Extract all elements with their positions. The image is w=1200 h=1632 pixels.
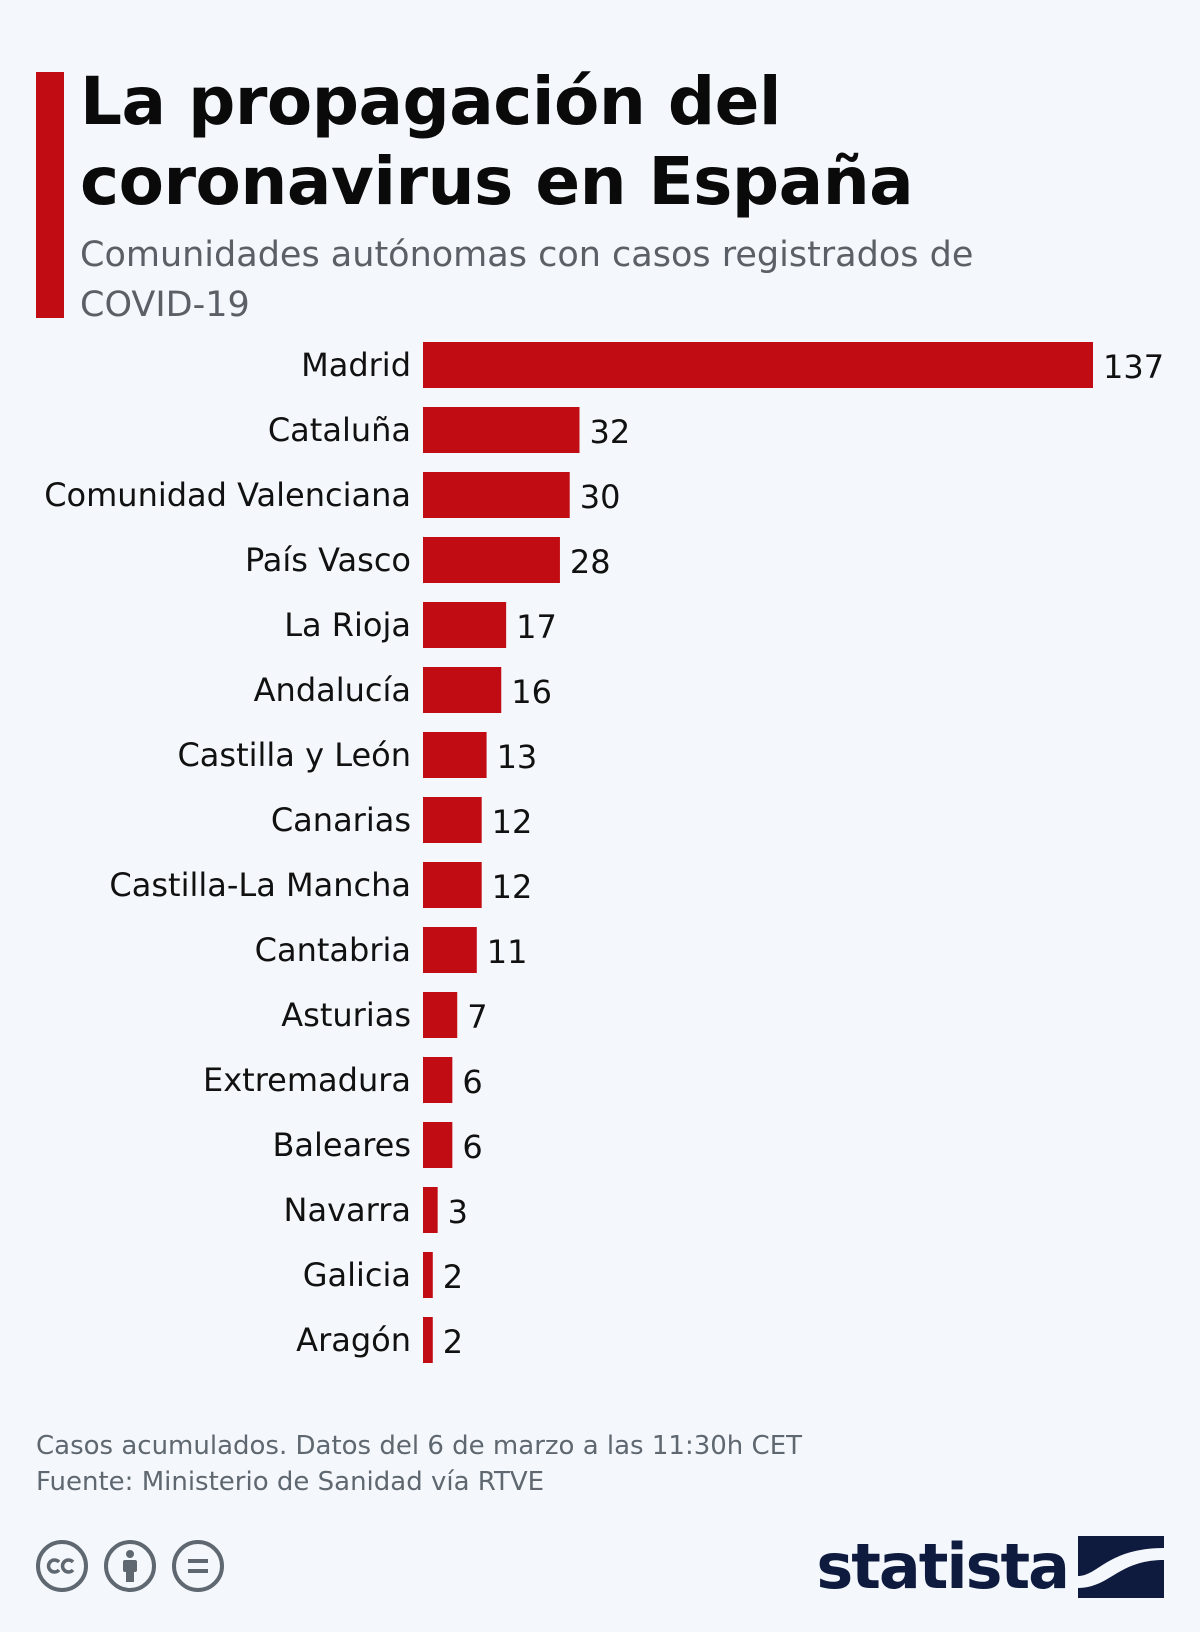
bar [423,1187,438,1233]
category-label: Castilla y León [177,736,411,774]
data-label: 6 [462,1128,482,1166]
data-label: 12 [492,803,533,841]
data-label: 6 [462,1063,482,1101]
data-label: 32 [589,413,630,451]
bar [423,862,482,908]
data-label: 12 [492,868,533,906]
data-label: 16 [511,673,552,711]
bar [423,992,458,1038]
bar [423,667,502,713]
footnote: Casos acumulados. Datos del 6 de marzo a… [36,1428,802,1500]
attribution-icon[interactable] [104,1540,156,1592]
bar [423,1057,453,1103]
bar [423,472,570,518]
data-label: 2 [443,1323,463,1361]
category-label: Madrid [301,346,411,384]
data-label: 7 [467,998,487,1036]
category-label: Cataluña [268,411,411,449]
bar [423,537,560,583]
chart-subtitle: Comunidades autónomas con casos registra… [80,235,974,325]
category-label: La Rioja [284,606,411,644]
bar [423,1252,433,1298]
cc-icon[interactable] [36,1540,88,1592]
chart-title: La propagación del coronavirus en España [80,63,914,220]
category-label: Castilla-La Mancha [109,866,411,904]
bar [423,602,507,648]
category-label: Extremadura [203,1061,411,1099]
category-label: Asturias [281,996,411,1034]
data-label: 13 [497,738,538,776]
category-label: Galicia [303,1256,411,1294]
statista-logo-icon [1078,1535,1164,1598]
data-label: 137 [1103,348,1164,386]
category-label: País Vasco [245,541,411,579]
data-label: 28 [570,543,611,581]
bar [423,732,487,778]
category-label: Aragón [296,1321,411,1359]
no-derivatives-icon[interactable] [172,1540,224,1592]
bar [423,797,482,843]
footnote-source: Fuente: Ministerio de Sanidad vía RTVE [36,1467,545,1497]
footnote-note: Casos acumulados. Datos del 6 de marzo a… [36,1431,802,1461]
category-label: Andalucía [254,671,411,709]
category-label: Navarra [284,1191,411,1229]
bar [423,342,1093,388]
title-accent-bar [36,72,64,318]
license-icons [36,1540,224,1592]
category-label: Baleares [272,1126,411,1164]
data-label: 17 [516,608,557,646]
category-label: Cantabria [255,931,411,969]
category-label: Canarias [271,801,411,839]
bar [423,927,477,973]
statista-logo[interactable]: statista [816,1530,1164,1603]
data-label: 2 [443,1258,463,1296]
data-label: 3 [448,1193,468,1231]
bar [423,1317,433,1363]
bar [423,1122,453,1168]
bar [423,407,580,453]
data-label: 30 [580,478,621,516]
data-label: 11 [487,933,528,971]
statista-logo-text: statista [816,1530,1070,1603]
category-label: Comunidad Valenciana [44,476,411,514]
